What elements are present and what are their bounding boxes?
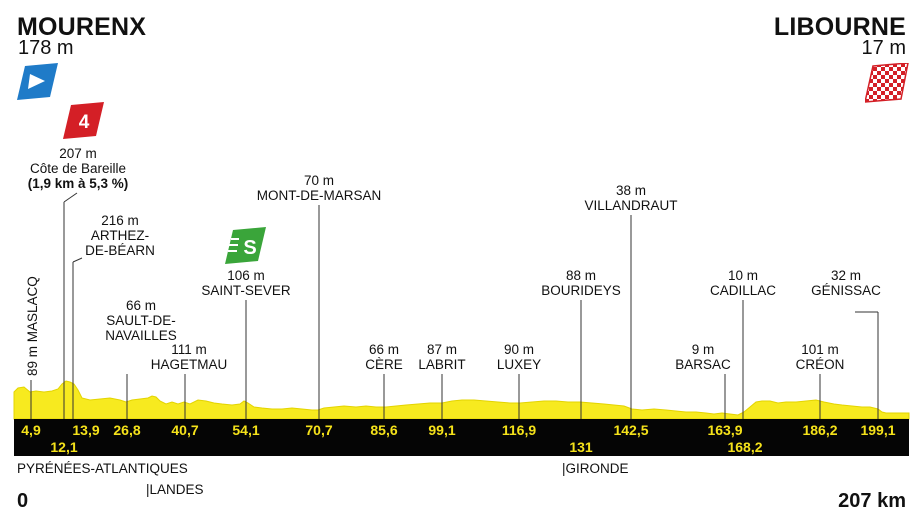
climb-category: 4 (79, 112, 90, 133)
place-hagetmau: 111 m HAGETMAU (150, 342, 228, 372)
km-mark: 4,9 (21, 422, 41, 438)
km-mark: 12,1 (50, 439, 78, 455)
km-mark: 85,6 (370, 422, 398, 438)
place-sault: 66 m SAULT-DE- NAVAILLES (105, 298, 177, 343)
start-flag-icon (17, 63, 58, 100)
place-barsac: 9 m BARSAC (675, 342, 731, 372)
km-mark: 26,8 (113, 422, 141, 438)
place-maslacq: 89 m MASLACQ (25, 276, 40, 376)
place-bourideys: 88 m BOURIDEYS (541, 268, 621, 298)
km-band (14, 419, 909, 456)
km-mark: 142,5 (613, 422, 649, 438)
km-mark: 163,9 (707, 422, 743, 438)
km-mark: 13,9 (72, 422, 100, 438)
finish-flag-icon (865, 63, 909, 103)
place-creon: 101 m CRÉON (795, 342, 845, 372)
km-mark: 168,2 (727, 439, 763, 455)
region-gironde: |GIRONDE (562, 461, 629, 476)
km-mark: 40,7 (171, 422, 199, 438)
climb-details: (1,9 km à 5,3 %) (27, 176, 129, 191)
km-mark: 99,1 (428, 422, 456, 438)
region-pyrenees-atlantiques: PYRÉNÉES-ATLANTIQUES (17, 461, 188, 476)
finish-city: LIBOURNE (773, 13, 906, 41)
profile-area (13, 380, 910, 420)
place-saint-sever: 106 m SAINT-SEVER (201, 268, 291, 298)
place-luxey: 90 m LUXEY (496, 342, 542, 372)
finish-altitude: 17 m (861, 37, 906, 59)
place-genissac: 32 m GÉNISSAC (811, 268, 881, 298)
climb-name: Côte de Bareille (29, 161, 127, 176)
km-mark: 186,2 (802, 422, 838, 438)
place-villandraut: 38 m VILLANDRAUT (584, 183, 678, 213)
climb-altitude: 207 m (59, 146, 97, 161)
place-cadillac: 10 m CADILLAC (709, 268, 777, 298)
start-altitude: 178 m (18, 37, 74, 59)
place-arthez: 216 m ARTHEZ- DE-BÉARN (85, 213, 155, 258)
km-mark: 116,9 (501, 422, 537, 438)
km-mark: 70,7 (305, 422, 333, 438)
place-mont-de-marsan: 70 m MONT-DE-MARSAN (256, 173, 382, 203)
km-mark: 131 (569, 439, 593, 455)
leader-lines (30, 192, 879, 419)
climb-category-badge: 4 (63, 102, 104, 139)
start-city: MOURENX (17, 13, 147, 41)
climb-label: 207 m Côte de Bareille (1,9 km à 5,3 %) (28, 146, 129, 191)
distance-start: 0 (17, 490, 29, 512)
place-labrit: 87 m LABRIT (418, 342, 466, 372)
region-landes: |LANDES (146, 482, 204, 497)
sprint-s-icon: S (225, 227, 266, 264)
sprint-letter: S (243, 237, 256, 259)
distance-end: 207 km (838, 490, 906, 512)
km-mark: 199,1 (860, 422, 896, 438)
km-mark: 54,1 (232, 422, 260, 438)
place-cere: 66 m CÈRE (365, 342, 403, 372)
